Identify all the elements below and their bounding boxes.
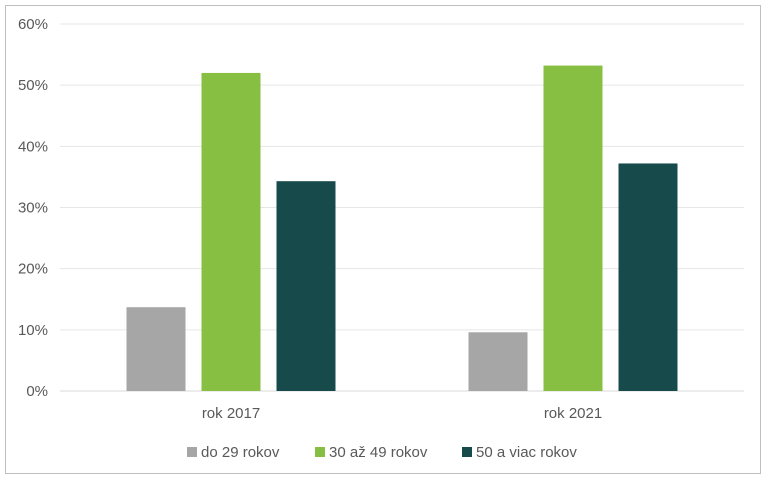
y-tick-label: 0%	[26, 383, 48, 400]
bar-1-2	[468, 332, 528, 391]
y-tick-label: 50%	[18, 77, 48, 94]
bar-1-1	[126, 307, 186, 391]
legend-swatch	[462, 447, 472, 457]
y-tick-label: 10%	[18, 322, 48, 339]
y-tick-label: 30%	[18, 200, 48, 217]
y-tick-label: 60%	[18, 16, 48, 33]
bar-2-1	[201, 72, 261, 391]
legend-label: 30 až 49 rokov	[329, 444, 428, 461]
y-axis-ticks: 0% 10% 20% 30% 40% 50% 60%	[18, 16, 48, 400]
y-tick-label: 20%	[18, 261, 48, 278]
bar-3-2	[618, 163, 678, 391]
y-tick-label: 40%	[18, 138, 48, 155]
x-tick-label: rok 2021	[544, 405, 602, 422]
bars	[126, 65, 678, 392]
bar-3-1	[276, 181, 336, 391]
legend-label: do 29 rokov	[201, 444, 280, 461]
legend: do 29 rokov 30 až 49 rokov 50 a viac rokov	[187, 444, 577, 461]
legend-swatch	[187, 447, 197, 457]
legend-swatch	[315, 447, 325, 457]
x-tick-label: rok 2017	[202, 405, 260, 422]
legend-label: 50 a viac rokov	[476, 444, 577, 461]
bar-2-2	[543, 65, 603, 392]
x-axis-ticks: rok 2017 rok 2021	[202, 405, 602, 422]
